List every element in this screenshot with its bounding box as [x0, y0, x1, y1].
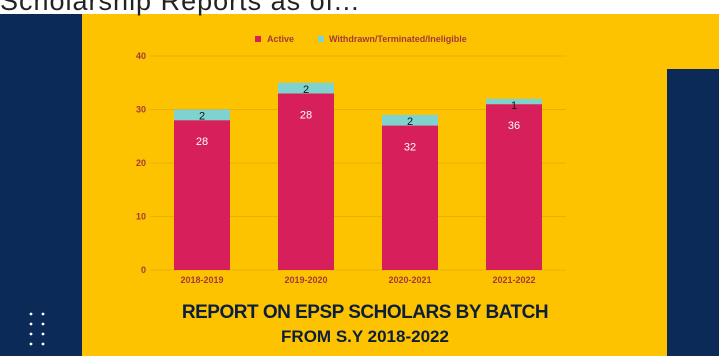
y-tick-label: 20 — [136, 158, 146, 168]
bar-withdrawn — [486, 98, 542, 105]
bar-active — [382, 125, 438, 270]
y-tick-label: 30 — [136, 105, 146, 115]
left-navy-panel — [0, 14, 82, 356]
data-label-active: 32 — [404, 142, 416, 154]
bar-active — [174, 120, 230, 270]
dot — [29, 312, 33, 316]
x-tick-label: 2019-2020 — [284, 275, 327, 285]
footer-title-line1: REPORT ON EPSP SCHOLARS BY BATCH — [182, 302, 548, 323]
footer-title-line2: FROM S.Y 2018-2022 — [281, 327, 449, 346]
dot — [41, 332, 45, 336]
x-tick-label: 2021-2022 — [492, 275, 535, 285]
dot — [29, 332, 33, 336]
data-label-withdrawn: 2 — [303, 84, 309, 96]
y-tick-label: 40 — [136, 51, 146, 61]
bar-withdrawn — [174, 109, 230, 121]
legend-swatch-withdrawn — [318, 36, 324, 42]
data-label-withdrawn: 2 — [407, 116, 413, 128]
dot — [41, 322, 45, 326]
data-label-active: 36 — [508, 120, 520, 132]
data-label-withdrawn: 1 — [511, 100, 517, 112]
bar-withdrawn — [278, 82, 334, 94]
data-label-active: 28 — [300, 109, 312, 121]
legend-label-active: Active — [267, 34, 294, 44]
dot — [41, 342, 45, 346]
right-navy-panel — [667, 69, 719, 356]
x-tick-label: 2018-2019 — [180, 275, 223, 285]
legend-swatch-active — [255, 36, 261, 42]
x-tick-label: 2020-2021 — [388, 275, 431, 285]
bar-withdrawn — [382, 114, 438, 126]
cropped-caption-text: Scholarship Reports as of... — [0, 0, 360, 16]
dots-grid-icon — [29, 312, 45, 346]
bar-active — [278, 93, 334, 270]
data-label-withdrawn: 2 — [199, 111, 205, 123]
dot — [41, 312, 45, 316]
y-tick-label: 10 — [136, 212, 146, 222]
dot — [29, 342, 33, 346]
y-tick-label: 0 — [141, 265, 146, 275]
data-label-active: 28 — [196, 136, 208, 148]
dot — [29, 322, 33, 326]
bar-active — [486, 104, 542, 271]
legend-label-withdrawn: Withdrawn/Terminated/Ineligible — [329, 34, 467, 44]
